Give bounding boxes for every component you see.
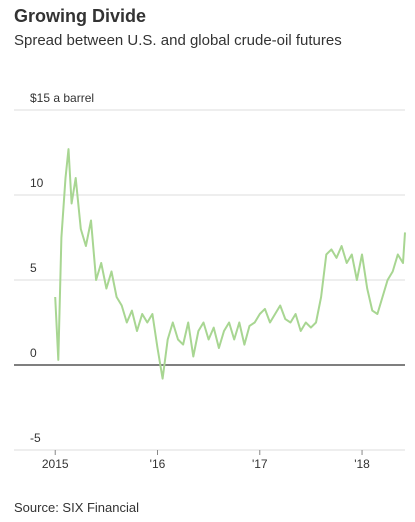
x-tick-label: '17 — [252, 457, 268, 471]
x-tick-label: 2015 — [42, 457, 69, 471]
y-tick-label: -5 — [30, 431, 41, 445]
x-tick-label: '18 — [354, 457, 370, 471]
chart-subtitle: Spread between U.S. and global crude-oil… — [14, 32, 342, 49]
subtitle-box: Spread between U.S. and global crude-oil… — [14, 32, 342, 49]
y-tick-label: 5 — [30, 261, 37, 275]
y-tick-label: 10 — [30, 176, 44, 190]
x-tick-label: '16 — [150, 457, 166, 471]
source: Source: SIX Financial — [14, 500, 139, 515]
y-tick-label: $15 a barrel — [30, 91, 94, 105]
chart-title: Growing Divide — [14, 6, 146, 26]
y-tick-label: 0 — [30, 346, 37, 360]
data-line — [54, 148, 406, 380]
